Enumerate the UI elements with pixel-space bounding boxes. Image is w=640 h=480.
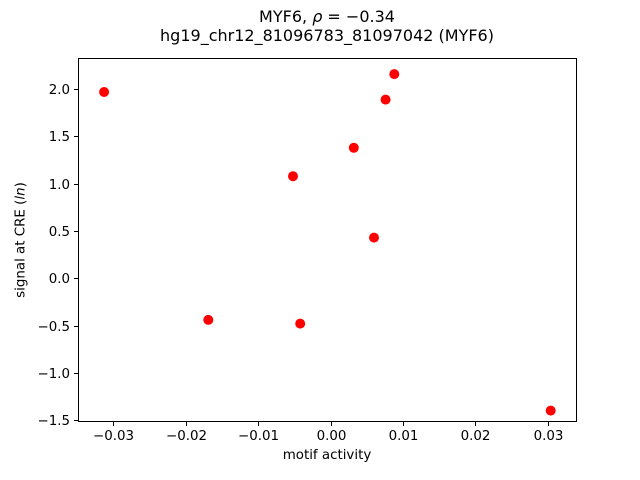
data-point	[348, 142, 359, 153]
chart-title-line1: MYF6, ρ = −0.34	[78, 7, 576, 26]
y-tick-label: 1.0	[49, 178, 70, 193]
data-point	[369, 232, 379, 243]
y-tick-label: −1.5	[37, 414, 70, 429]
data-point	[545, 405, 556, 416]
title-rho-symbol: ρ	[312, 7, 323, 26]
chart-subtitle: hg19_chr12_81096783_81097042 (MYF6)	[160, 26, 494, 45]
x-tick-label: −0.02	[166, 429, 207, 444]
data-point	[99, 87, 110, 97]
title-rho-value: = −0.34	[322, 7, 395, 26]
x-tick-label: −0.01	[238, 429, 279, 444]
x-tick-label: 0.00	[317, 429, 347, 444]
data-point	[380, 94, 391, 105]
x-tick-label: 0.02	[461, 429, 491, 444]
chart-title: MYF6, ρ = −0.34 hg19_chr12_81096783_8109…	[78, 7, 576, 45]
x-tick-label: 0.01	[389, 429, 419, 444]
y-tick-label: 0.0	[49, 272, 70, 287]
title-gene-text: MYF6,	[259, 7, 313, 26]
data-point	[203, 314, 214, 325]
y-tick-label: 2.0	[49, 83, 70, 98]
x-tick-label: 0.03	[534, 429, 564, 444]
y-tick-label: −0.5	[37, 320, 70, 335]
y-tick-label: −1.0	[37, 367, 70, 382]
y-tick-label: 1.5	[49, 130, 70, 145]
data-point	[389, 69, 400, 80]
x-tick-label: −0.03	[93, 429, 134, 444]
y-tick-label: 0.5	[49, 225, 70, 240]
data-point	[295, 318, 306, 329]
x-axis-label: motif activity	[282, 448, 372, 463]
axes-frame	[78, 58, 577, 422]
data-point	[288, 171, 298, 182]
